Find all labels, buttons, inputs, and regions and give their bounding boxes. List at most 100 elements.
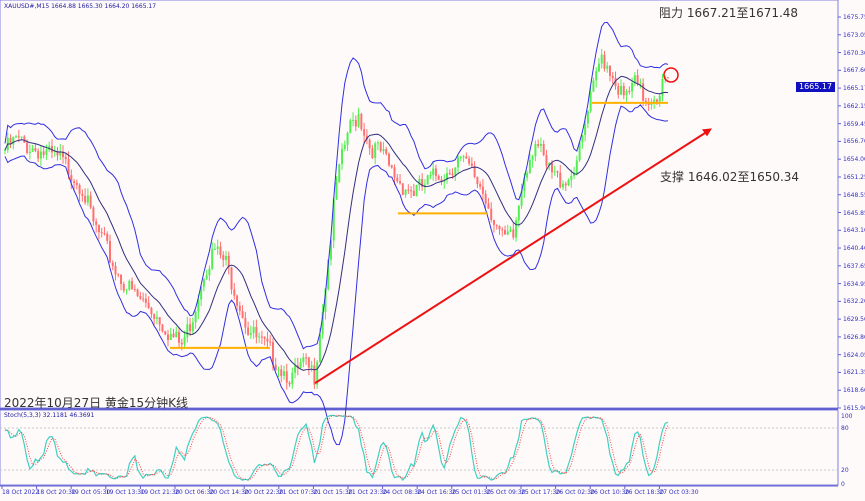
- bull-candle: [318, 334, 321, 362]
- bear-candle: [368, 139, 371, 149]
- bull-candle: [28, 151, 31, 154]
- bull-candle: [432, 168, 435, 175]
- bear-candle: [313, 365, 316, 385]
- price-tick-label: 1645.85: [843, 209, 865, 217]
- bull-candle: [625, 91, 628, 96]
- bear-candle: [484, 193, 487, 204]
- bull-candle: [225, 255, 227, 260]
- time-tick-label: 24 Oct 16:30: [417, 489, 457, 496]
- bear-candle: [150, 308, 153, 315]
- bear-candle: [263, 336, 266, 339]
- bull-candle: [506, 231, 509, 235]
- price-tick-label: 1670.30: [843, 49, 865, 57]
- bull-candle: [291, 372, 294, 385]
- bull-candle: [597, 63, 600, 72]
- time-tick-label: 19 Oct 21:30: [140, 489, 180, 496]
- bear-candle: [642, 83, 645, 101]
- bull-candle: [509, 229, 512, 232]
- bear-candle: [17, 136, 20, 138]
- bull-candle: [600, 54, 603, 64]
- bear-candle: [354, 119, 357, 127]
- bear-candle: [97, 224, 100, 233]
- bull-candle: [59, 151, 62, 156]
- bull-candle: [352, 119, 355, 121]
- stoch-tick-label: 100: [841, 413, 853, 420]
- bear-candle: [106, 233, 109, 241]
- bull-candle: [125, 289, 128, 291]
- bear-candle: [451, 173, 454, 176]
- price-tick-label: 1624.05: [843, 351, 865, 359]
- bear-candle: [100, 232, 103, 234]
- bear-candle: [56, 151, 59, 156]
- bear-candle: [241, 310, 244, 319]
- bull-candle: [376, 142, 379, 144]
- bull-candle: [338, 164, 341, 183]
- bull-candle: [332, 199, 335, 241]
- bear-candle: [111, 262, 114, 267]
- bull-candle: [589, 91, 592, 112]
- time-tick-label: 20 Oct 06:30: [175, 489, 215, 496]
- bull-candle: [12, 136, 15, 145]
- bear-candle: [667, 77, 669, 79]
- bear-candle: [385, 149, 388, 154]
- price-tick-label: 1640.40: [843, 245, 865, 253]
- bear-candle: [399, 181, 402, 184]
- bear-candle: [189, 324, 192, 332]
- time-tick-label: 27 Oct 03:30: [659, 489, 699, 496]
- bull-candle: [578, 142, 581, 161]
- bull-candle: [277, 369, 280, 371]
- bear-candle: [501, 229, 504, 231]
- bull-candle: [534, 144, 537, 157]
- bear-candle: [139, 296, 142, 299]
- bull-candle: [197, 299, 200, 312]
- trend-arrow-line: [314, 131, 707, 385]
- time-tick-label: 21 Oct 07:30: [278, 489, 318, 496]
- trend-arrow-head: [702, 128, 712, 137]
- bear-candle: [136, 289, 139, 297]
- bull-candle: [520, 191, 523, 206]
- price-tick-label: 1632.20: [843, 298, 865, 306]
- bear-candle: [89, 195, 92, 208]
- bull-candle: [446, 173, 448, 180]
- bear-candle: [95, 221, 98, 225]
- bear-candle: [410, 190, 413, 192]
- bull-candle: [194, 311, 197, 323]
- bear-candle: [611, 75, 614, 79]
- bear-candle: [476, 176, 479, 185]
- bull-candle: [595, 71, 598, 81]
- bollinger-upper-band: [4, 21, 669, 350]
- bull-candle: [586, 111, 589, 124]
- bull-candle: [523, 177, 526, 192]
- bull-candle: [4, 149, 6, 151]
- bull-candle: [658, 95, 661, 102]
- time-tick-label: 24 Oct 08:30: [382, 489, 422, 496]
- bear-candle: [614, 78, 617, 87]
- bull-candle: [633, 75, 636, 83]
- bear-candle: [117, 274, 120, 276]
- bull-candle: [382, 149, 385, 152]
- bull-candle: [357, 114, 360, 127]
- bear-candle: [622, 86, 625, 96]
- time-tick-label: 20 Oct 22:30: [244, 489, 284, 496]
- bear-candle: [285, 371, 288, 383]
- bear-candle: [434, 168, 437, 176]
- bull-candle: [327, 259, 330, 289]
- bear-candle: [153, 314, 156, 319]
- price-tick-label: 1665.17: [843, 85, 865, 93]
- bull-candle: [86, 195, 89, 203]
- bear-candle: [158, 317, 161, 325]
- bull-candle: [191, 322, 194, 332]
- bear-candle: [70, 175, 73, 182]
- bear-candle: [396, 177, 399, 182]
- bull-candle: [349, 120, 352, 133]
- bull-candle: [249, 332, 252, 335]
- bear-candle: [280, 369, 283, 376]
- bull-candle: [562, 183, 565, 188]
- bull-candle: [528, 159, 531, 174]
- bull-candle: [324, 288, 327, 312]
- bull-candle: [606, 65, 609, 69]
- bull-candle: [155, 317, 158, 319]
- bull-candle: [211, 249, 214, 269]
